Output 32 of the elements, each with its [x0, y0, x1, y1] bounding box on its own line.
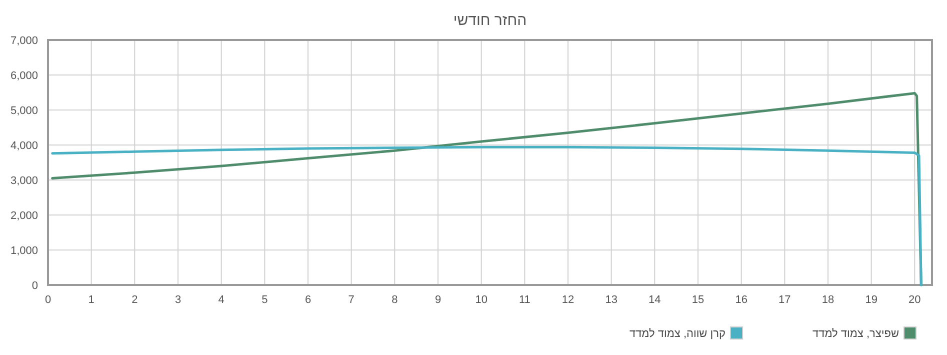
x-tick-label: 10 [475, 294, 488, 306]
x-tick-label: 8 [392, 294, 398, 306]
y-tick-label: 7,000 [10, 35, 38, 47]
legend-label: קרן שווה, צמוד למדד [629, 328, 726, 340]
x-tick-label: 13 [605, 294, 618, 306]
x-tick-label: 7 [348, 294, 354, 306]
x-tick-label: 1 [88, 294, 94, 306]
x-tick-label: 17 [778, 294, 791, 306]
x-tick-label: 20 [908, 294, 921, 306]
y-tick-label: 3,000 [10, 175, 38, 187]
x-tick-label: 9 [434, 294, 442, 306]
x-tick-label: 4 [218, 294, 224, 306]
x-tick-label: 5 [262, 294, 268, 306]
y-tick-label: 4,000 [10, 140, 38, 152]
x-tick-label: 12 [562, 294, 574, 306]
x-tick-label: 3 [174, 294, 182, 306]
x-tick-label: 6 [304, 294, 312, 306]
x-tick-label: 18 [822, 294, 834, 306]
y-tick-label: 6,000 [10, 70, 38, 82]
y-tick-label: 5,000 [10, 105, 38, 117]
x-tick-label: 15 [692, 294, 704, 306]
y-tick-label: 1,000 [10, 245, 38, 257]
x-tick-label: 14 [648, 294, 661, 306]
chart-title: החזר חודשי [453, 12, 527, 29]
y-tick-label: 2,000 [10, 210, 38, 222]
x-tick-label: 16 [735, 294, 748, 306]
y-tick-label: 0 [32, 280, 38, 292]
x-tick-label: 19 [865, 294, 878, 306]
x-tick-label: 2 [132, 294, 138, 306]
legend-label: שפיצר, צמוד למדד [812, 328, 899, 340]
x-tick-label: 11 [518, 294, 530, 306]
x-tick-label: 0 [44, 294, 52, 306]
